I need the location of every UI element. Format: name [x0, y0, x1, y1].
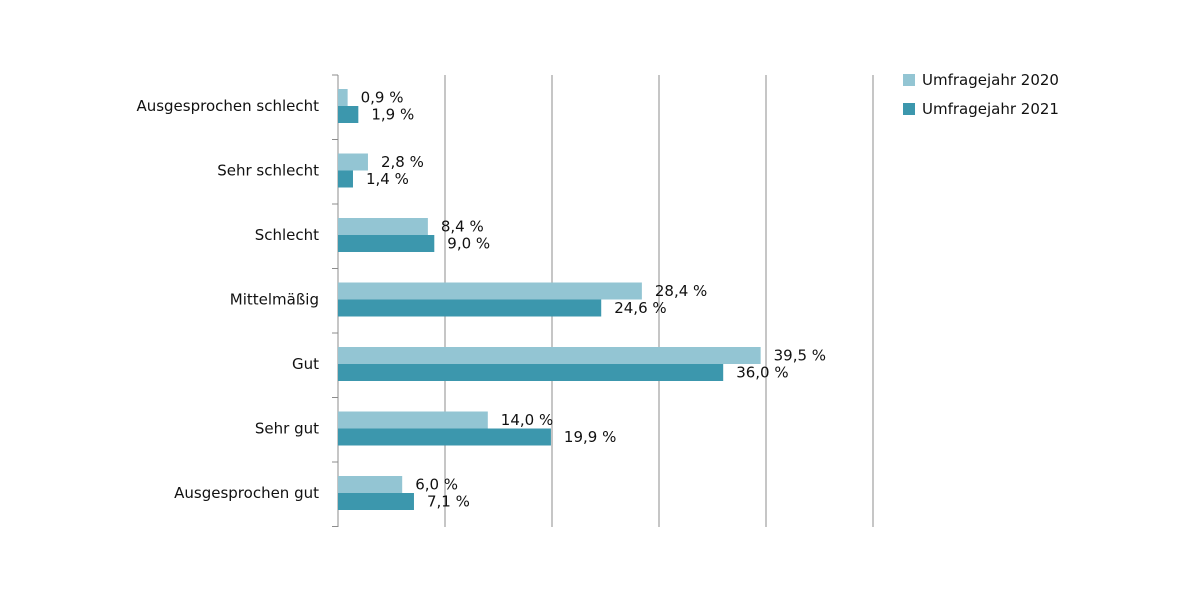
data-label: 9,0 % [447, 235, 490, 253]
bar [338, 428, 551, 446]
data-label: 39,5 % [774, 347, 826, 365]
legend: Umfragejahr 2020 Umfragejahr 2021 [903, 71, 1059, 118]
category-label: Sehr schlecht [217, 162, 319, 180]
category-label: Mittelmäßig [230, 291, 319, 309]
bar [338, 347, 761, 364]
data-label: 14,0 % [501, 411, 553, 429]
category-label: Sehr gut [255, 420, 319, 438]
data-label: 8,4 % [441, 218, 484, 236]
bar [338, 170, 353, 188]
data-label: 19,9 % [564, 428, 616, 446]
bar [338, 493, 414, 510]
bar [338, 299, 602, 317]
bar [338, 476, 403, 493]
bar [338, 235, 435, 252]
gridlines [444, 75, 874, 527]
legend-label: Umfragejahr 2021 [922, 100, 1059, 118]
bar [338, 364, 724, 381]
bar [338, 218, 428, 235]
category-label: Ausgesprochen gut [174, 484, 319, 502]
series-2: 1,9 % 1,4 % 9,0 % 24,6 % 36,0 % 19,9 % 7,1 % [338, 106, 789, 511]
category-label: Gut [292, 355, 319, 373]
bar [338, 153, 368, 171]
data-label: 24,6 % [614, 299, 666, 317]
data-label: 6,0 % [415, 476, 458, 494]
data-label: 7,1 % [427, 493, 470, 511]
data-label: 1,9 % [371, 106, 414, 124]
data-label: 28,4 % [655, 282, 707, 300]
series-1: 0,9 % 2,8 % 8,4 % 28,4 % 39,5 % 14,0 % 6,0 % [338, 89, 826, 494]
data-label: 0,9 % [361, 89, 404, 107]
data-label: 2,8 % [381, 153, 424, 171]
category-label: Ausgesprochen schlecht [136, 97, 319, 115]
legend-swatch [903, 74, 915, 86]
data-label: 36,0 % [736, 364, 788, 382]
bar [338, 106, 359, 123]
category-label: Schlecht [255, 226, 319, 244]
bar [338, 282, 642, 300]
category-axis [332, 74, 339, 527]
legend-swatch [903, 103, 915, 115]
legend-label: Umfragejahr 2020 [922, 71, 1059, 89]
bar [338, 89, 348, 106]
data-label: 1,4 % [366, 170, 409, 188]
bar [338, 411, 488, 429]
